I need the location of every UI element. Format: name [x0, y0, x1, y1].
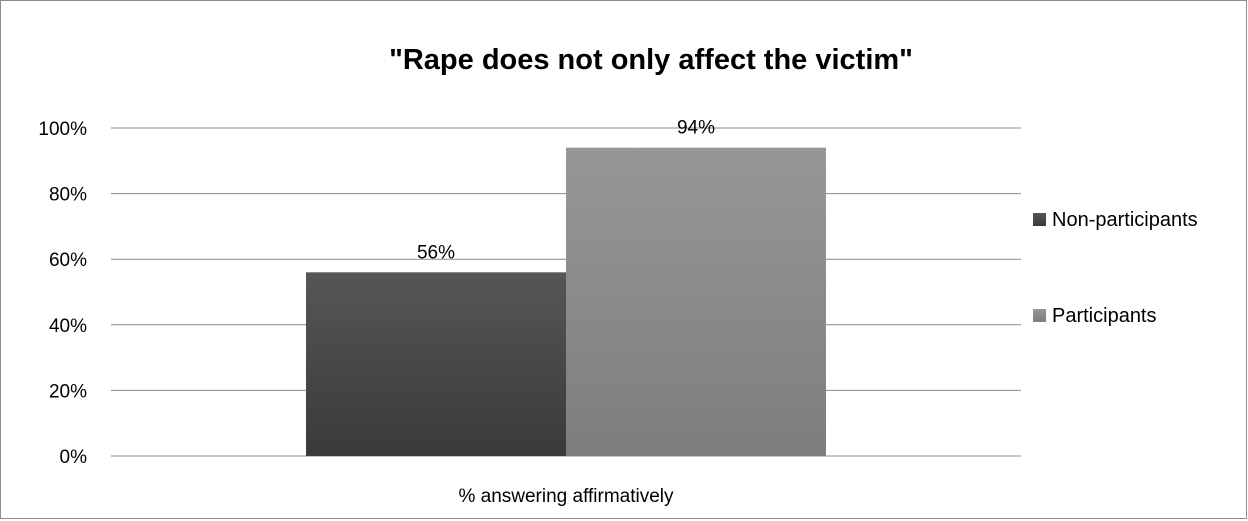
- chart-title: "Rape does not only affect the victim": [389, 44, 913, 76]
- y-axis-tick-labels: 0% 20% 40% 60% 80% 100%: [38, 119, 87, 468]
- x-axis-category-labels: % answering affirmatively: [458, 486, 674, 507]
- data-label: 56%: [417, 242, 455, 263]
- y-tick-label: 60%: [49, 250, 87, 271]
- data-label: 94%: [677, 118, 715, 139]
- legend-swatch: [1033, 309, 1046, 322]
- y-tick-label: 100%: [38, 119, 87, 140]
- data-labels: 56% 94%: [417, 118, 715, 264]
- legend: Non-participants Participants: [1033, 209, 1198, 327]
- y-tick-label: 80%: [49, 185, 87, 206]
- bars: [306, 147, 826, 456]
- bar-participants: [566, 147, 826, 456]
- y-tick-label: 20%: [49, 381, 87, 402]
- legend-label: Participants: [1052, 305, 1157, 327]
- legend-label: Non-participants: [1052, 209, 1198, 231]
- y-tick-label: 40%: [49, 316, 87, 337]
- y-tick-label: 0%: [60, 447, 88, 468]
- x-category-label: % answering affirmatively: [458, 486, 674, 507]
- bar-non-participants: [306, 272, 566, 456]
- legend-swatch: [1033, 213, 1046, 226]
